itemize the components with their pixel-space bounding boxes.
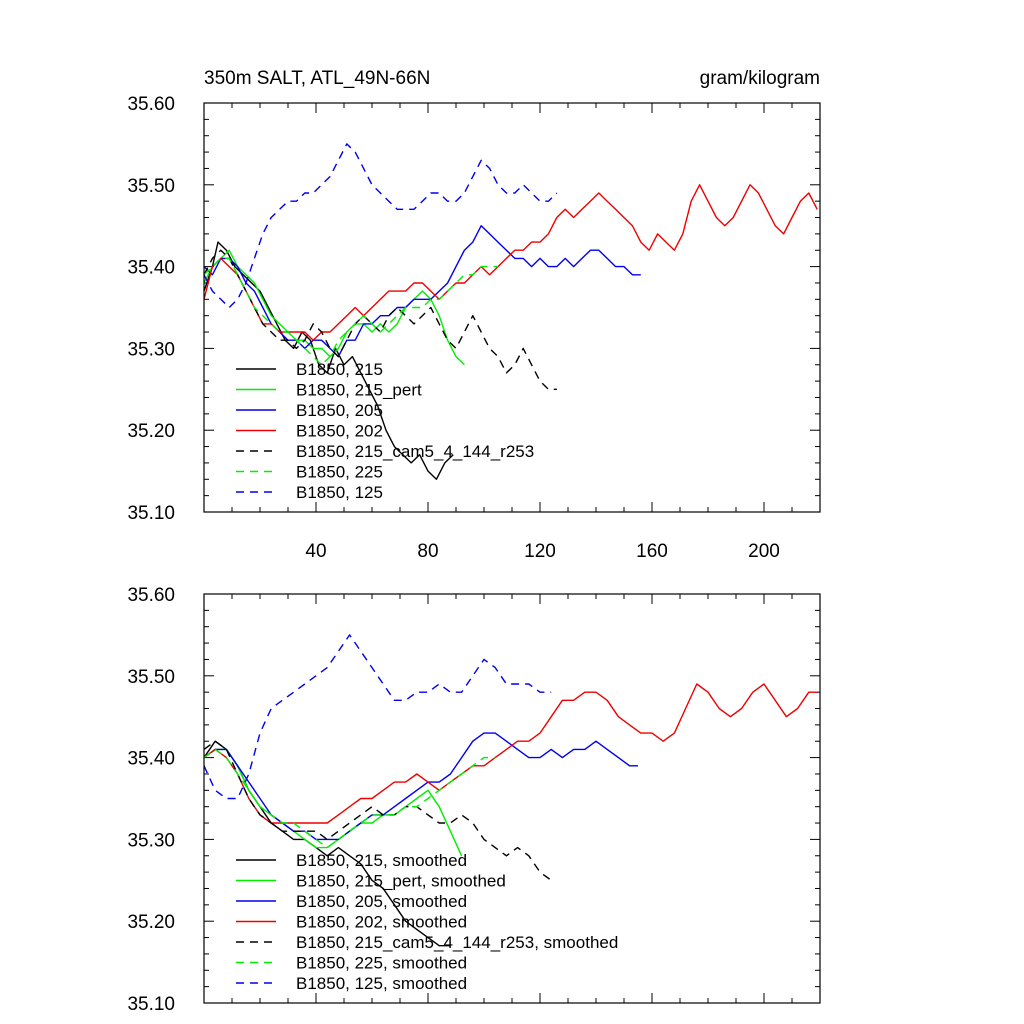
plot-frame xyxy=(203,102,821,513)
y-tick-label: 35.20 xyxy=(127,421,175,442)
plot-frame xyxy=(203,593,821,1004)
y-tick-label: 35.30 xyxy=(127,339,175,360)
y-tick-label: 35.50 xyxy=(127,176,175,197)
x-tick-label: 200 xyxy=(748,541,780,562)
series-line xyxy=(204,683,818,824)
y-tick-label: 35.40 xyxy=(127,258,175,279)
legend-label: B1850, 202, smoothed xyxy=(296,913,467,932)
legend-label: B1850, 215_pert, smoothed xyxy=(296,872,506,891)
x-tick-label: 40 xyxy=(305,541,326,562)
legend-label: B1850, 215_pert xyxy=(296,381,422,400)
legend-label: B1850, 205, smoothed xyxy=(296,892,467,911)
series-line xyxy=(204,257,498,366)
legend-label: B1850, 225, smoothed xyxy=(296,954,467,973)
legend-label: B1850, 202 xyxy=(296,422,383,441)
y-tick-label: 35.60 xyxy=(127,585,175,606)
series-line xyxy=(204,249,557,390)
y-tick-label: 35.60 xyxy=(127,94,175,115)
legend-label: B1850, 125, smoothed xyxy=(296,974,467,993)
legend-label: B1850, 225 xyxy=(296,463,383,482)
y-tick-label: 35.20 xyxy=(127,912,175,933)
series-line xyxy=(204,740,552,881)
legend-label: B1850, 205 xyxy=(296,401,383,420)
y-tick-label: 35.30 xyxy=(127,830,175,851)
legend-label: B1850, 215_cam5_4_144_r253 xyxy=(296,442,534,461)
y-tick-label: 35.40 xyxy=(127,749,175,770)
legend-label: B1850, 215_cam5_4_144_r253, smoothed xyxy=(296,933,618,952)
series-line xyxy=(204,634,552,800)
y-tick-label: 35.10 xyxy=(127,503,175,524)
legend-label: B1850, 125 xyxy=(296,483,383,502)
legend-label: B1850, 215, smoothed xyxy=(296,851,467,870)
series-line xyxy=(204,732,638,841)
x-tick-label: 160 xyxy=(636,541,668,562)
legend-label: B1850, 215 xyxy=(296,360,383,379)
series-line xyxy=(204,241,454,480)
chart-units: gram/kilogram xyxy=(700,68,820,89)
y-tick-label: 35.50 xyxy=(127,667,175,688)
series-line xyxy=(204,184,818,341)
x-tick-label: 120 xyxy=(524,541,556,562)
series-line xyxy=(204,748,496,849)
x-tick-label: 80 xyxy=(417,541,438,562)
chart-title: 350m SALT, ATL_49N-66N xyxy=(204,68,430,89)
y-tick-label: 35.10 xyxy=(127,994,175,1015)
series-line xyxy=(204,143,558,309)
